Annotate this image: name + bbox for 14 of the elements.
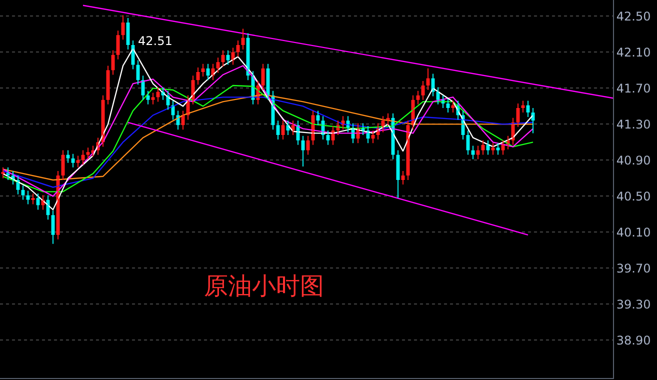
y-tick-label: 38.90 bbox=[616, 333, 651, 348]
y-tick-label: 42.10 bbox=[616, 45, 651, 60]
y-tick-label: 40.90 bbox=[616, 153, 651, 168]
y-tick-label: 40.10 bbox=[616, 225, 651, 240]
y-tick-label: 42.50 bbox=[616, 9, 651, 24]
y-tick-label: 41.30 bbox=[616, 117, 651, 132]
y-tick-label: 40.50 bbox=[616, 189, 651, 204]
y-tick-label: 41.70 bbox=[616, 81, 651, 96]
line-series bbox=[2, 65, 534, 197]
annotation: 42.51 bbox=[138, 34, 172, 48]
line-series bbox=[2, 84, 534, 192]
annotation: 原油小时图 bbox=[204, 272, 324, 300]
y-tick-label: 39.70 bbox=[616, 261, 651, 276]
y-tick-label: 39.30 bbox=[616, 297, 651, 312]
